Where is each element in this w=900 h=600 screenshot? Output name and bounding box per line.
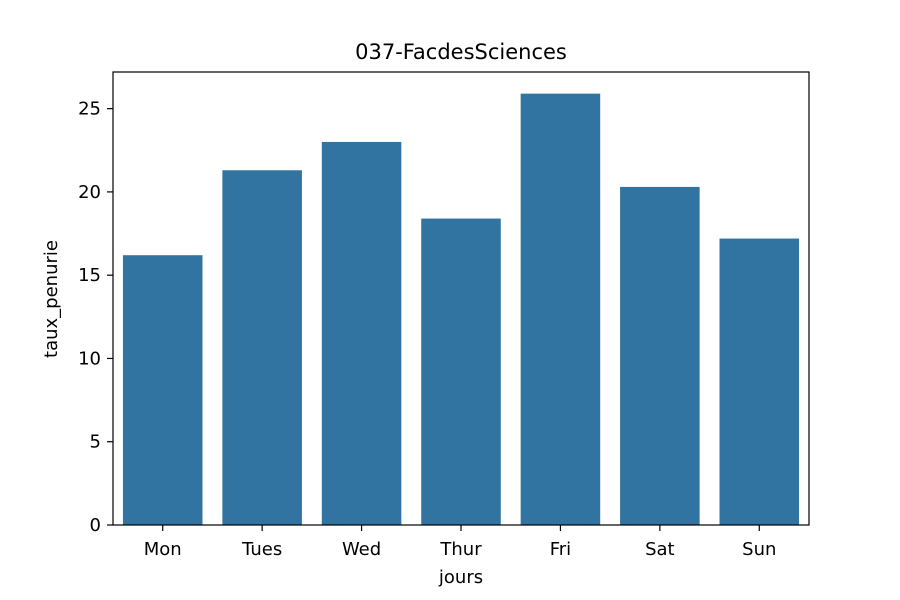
x-tick-label: Sat <box>645 539 675 560</box>
bar-fri <box>520 93 601 526</box>
y-tick-label: 10 <box>78 348 101 369</box>
x-tick-label: Sun <box>742 539 776 560</box>
y-axis-ticks: 0 5 10 15 20 25 <box>78 99 113 536</box>
x-axis-label: jours <box>438 567 483 588</box>
bar-mon <box>122 255 203 525</box>
bars-group <box>122 93 800 526</box>
bar-thur <box>421 218 501 525</box>
bar-sat <box>620 186 700 525</box>
bar-wed <box>321 141 402 525</box>
y-tick-label: 5 <box>90 432 101 453</box>
y-tick-label: 20 <box>78 182 101 203</box>
y-tick-label: 15 <box>78 265 101 286</box>
bar-sun <box>719 238 800 525</box>
x-tick-label: Wed <box>342 539 381 560</box>
y-tick-label: 0 <box>90 515 101 536</box>
y-tick-label: 25 <box>78 99 101 120</box>
y-axis-label: taux_penurie <box>41 240 62 358</box>
x-tick-label: Tues <box>241 539 282 560</box>
x-axis-ticks: Mon Tues Wed Thur Fri Sat Sun <box>144 525 776 560</box>
x-tick-label: Fri <box>550 539 571 560</box>
bar-tues <box>222 170 302 525</box>
x-tick-label: Thur <box>439 539 482 560</box>
x-tick-label: Mon <box>144 539 182 560</box>
chart-title: 037-FacdesSciences <box>355 40 567 64</box>
